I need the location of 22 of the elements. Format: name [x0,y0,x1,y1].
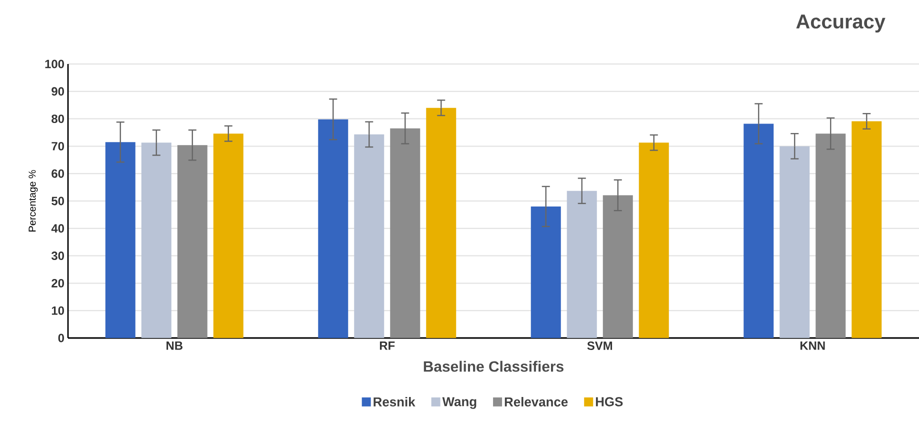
y-tick-label: 50 [52,196,64,206]
y-tick-label: 40 [51,224,64,233]
x-axis-title: Baseline Classifiers [424,360,564,372]
x-tick-label: RF [380,342,395,350]
y-tick-label: 10 [52,306,64,315]
chart-title: Accuracy [796,14,886,33]
y-tick-label: 0 [58,334,64,342]
y-tick-label: 90 [52,87,64,96]
y-tick-label: 70 [52,142,64,150]
x-tick-label: KNN [800,342,825,350]
legend-label: HGS [596,397,623,406]
y-tick-label: 60 [52,169,64,178]
x-tick-label: SVM [587,342,612,350]
legend-label: Relevance [504,396,568,406]
y-axis-title: Percentage % [28,170,38,232]
x-tick-label: NB [166,342,182,350]
y-tick-label: 30 [51,252,64,260]
legend-label: Resnik [374,396,416,406]
y-tick-label: 20 [52,278,64,288]
y-tick-label: 80 [52,114,64,124]
y-tick-label: 100 [45,60,64,68]
legend-label: Wang [442,397,476,409]
